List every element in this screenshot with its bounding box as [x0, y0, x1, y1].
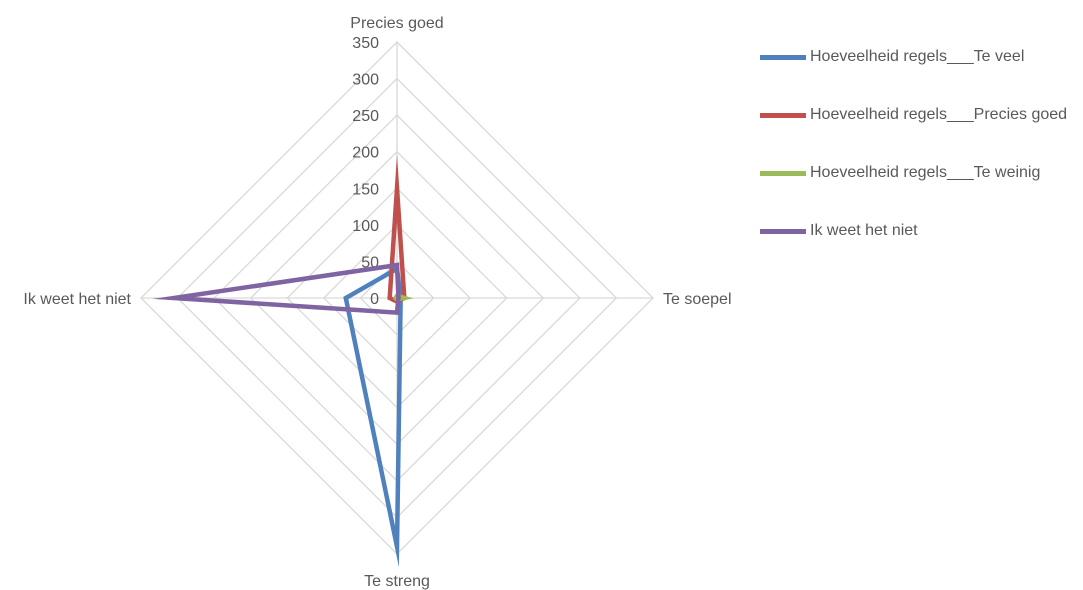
tick-label-150: 150 [352, 181, 379, 198]
legend-swatch [760, 54, 806, 60]
legend-swatch [760, 228, 806, 234]
tick-label-300: 300 [352, 72, 379, 89]
category-label-ik-weet-het-niet: Ik weet het niet [23, 291, 131, 308]
legend-item: Ik weet het niet [760, 218, 1067, 244]
tick-label-250: 250 [352, 108, 379, 125]
category-label-te-streng: Te streng [364, 573, 430, 590]
legend-item: Hoeveelheid regels___Te veel [760, 44, 1067, 70]
tick-label-0: 0 [370, 291, 379, 308]
legend: Hoeveelheid regels___Te veel Hoeveelheid … [760, 44, 1067, 276]
category-label-te-soepel: Te soepel [663, 291, 732, 308]
legend-swatch [760, 170, 806, 176]
tick-label-200: 200 [352, 145, 379, 162]
series-lines [152, 154, 414, 568]
tick-label-350: 350 [352, 35, 379, 52]
legend-label: Hoeveelheid regels___Te weinig [810, 164, 1041, 181]
legend-label: Hoeveelheid regels___Te veel [810, 48, 1025, 65]
legend-item: Hoeveelheid regels___Precies goed [760, 102, 1067, 128]
category-label-precies-goed: Precies goed [350, 15, 443, 32]
legend-swatch [760, 112, 806, 118]
series-line-ik-weet-het-niet [152, 262, 401, 316]
category-labels: Precies goed Te soepel Te streng Ik weet he… [23, 15, 731, 590]
legend-item: Hoeveelheid regels___Te weinig [760, 160, 1067, 186]
legend-label: Hoeveelheid regels___Precies goed [810, 106, 1068, 123]
tick-label-100: 100 [352, 218, 379, 235]
legend-label: Ik weet het niet [810, 222, 918, 239]
